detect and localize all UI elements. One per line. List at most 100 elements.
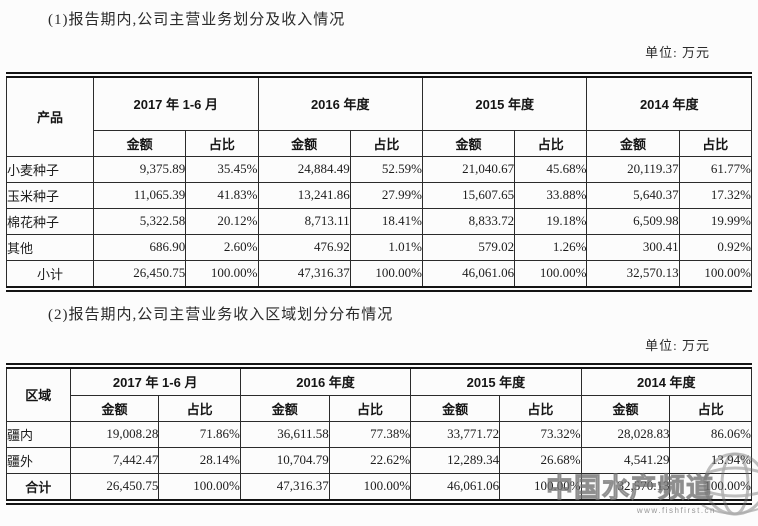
ratio-header: 占比 <box>158 394 241 422</box>
table-total-row: 小计 26,450.75 100.00% 47,316.37 100.00% 4… <box>5 259 753 286</box>
table-cell: 1.01% <box>349 233 423 261</box>
table-cell: 6,509.98 <box>586 207 680 235</box>
table-cell: 5,640.37 <box>586 181 680 209</box>
corner-header: 产品 <box>5 78 95 157</box>
table-cell: 8,833.72 <box>421 207 516 235</box>
table-cell: 19,008.28 <box>69 420 160 448</box>
table-row: 疆内 19,008.28 71.86% 36,611.58 77.38% 33,… <box>6 420 752 448</box>
table-cell: 73.32% <box>499 420 582 448</box>
table-cell: 32,570.13 <box>580 472 671 499</box>
table-cell: 13,241.86 <box>257 181 351 209</box>
amount-header: 金额 <box>93 129 187 157</box>
table-cell: 77.38% <box>328 420 412 448</box>
table-row: 其他 686.90 2.60% 476.92 1.01% 579.02 1.26… <box>5 233 753 261</box>
double-rule <box>6 499 752 505</box>
table-cell: 28.14% <box>158 446 241 474</box>
ratio-header: 占比 <box>669 394 752 422</box>
amount-header: 金额 <box>410 394 501 422</box>
table-cell: 13.94% <box>669 446 752 474</box>
revenue-by-product-table: 产品 2017 年 1-6 月 2016 年度 2015 年度 2014 年度 … <box>5 78 753 286</box>
table-cell: 26,450.75 <box>69 472 160 499</box>
table-cell: 100.00% <box>499 472 582 499</box>
amount-header: 金额 <box>586 129 680 157</box>
row-label: 玉米种子 <box>5 181 95 209</box>
table-cell: 27.99% <box>349 181 423 209</box>
row-label: 疆外 <box>6 446 71 474</box>
table-cell: 47,316.37 <box>239 472 330 499</box>
watermark-url: www.fishfirst.cn <box>636 506 716 515</box>
table-cell: 100.00% <box>158 472 241 499</box>
year-header: 2016 年度 <box>257 78 423 131</box>
ratio-header: 占比 <box>349 129 423 157</box>
ratio-header: 占比 <box>499 394 582 422</box>
year-header: 2015 年度 <box>410 369 582 396</box>
table-cell: 100.00% <box>349 259 423 286</box>
table-cell: 26.68% <box>499 446 582 474</box>
amount-header: 金额 <box>580 394 671 422</box>
table-cell: 100.00% <box>669 472 752 499</box>
year-header: 2014 年度 <box>586 78 752 131</box>
table-cell: 19.99% <box>678 207 753 235</box>
table-cell: 18.41% <box>349 207 423 235</box>
table-cell: 686.90 <box>93 233 187 261</box>
double-rule <box>6 286 752 292</box>
table-cell: 10,704.79 <box>239 446 330 474</box>
table-cell: 11,065.39 <box>93 181 187 209</box>
table-row: 小麦种子 9,375.89 35.45% 24,884.49 52.59% 21… <box>5 155 753 183</box>
year-header: 2016 年度 <box>239 369 412 396</box>
table-cell: 46,061.06 <box>421 259 516 286</box>
table-cell: 2.60% <box>185 233 259 261</box>
table-cell: 52.59% <box>349 155 423 183</box>
table-cell: 24,884.49 <box>257 155 351 183</box>
double-rule <box>6 72 752 78</box>
table-cell: 300.41 <box>586 233 680 261</box>
year-header: 2017 年 1-6 月 <box>93 78 259 131</box>
ratio-header: 占比 <box>185 129 259 157</box>
table-cell: 15,607.65 <box>421 181 516 209</box>
table-header-row: 产品 2017 年 1-6 月 2016 年度 2015 年度 2014 年度 <box>5 78 752 157</box>
document-page: (1)报告期内,公司主营业务划分及收入情况 单位: 万元 产品 2017 年 1… <box>5 12 753 505</box>
section1-title: (1)报告期内,公司主营业务划分及收入情况 <box>48 12 346 28</box>
table-cell: 61.77% <box>678 155 753 183</box>
table-cell: 100.00% <box>514 259 588 286</box>
corner-header: 区域 <box>6 369 71 422</box>
revenue-by-region-table: 区域 2017 年 1-6 月 2016 年度 2015 年度 2014 年度 … <box>6 369 753 499</box>
amount-header: 金额 <box>239 394 330 422</box>
table-cell: 22.62% <box>328 446 412 474</box>
table-row: 棉花种子 5,322.58 20.12% 8,713.11 18.41% 8,8… <box>5 207 753 235</box>
row-label: 合计 <box>6 472 71 499</box>
table-cell: 7,442.47 <box>69 446 160 474</box>
table-cell: 579.02 <box>421 233 516 261</box>
table-cell: 41.83% <box>185 181 259 209</box>
ratio-header: 占比 <box>678 129 753 157</box>
table-cell: 45.68% <box>514 155 588 183</box>
table-cell: 12,289.34 <box>410 446 501 474</box>
amount-header: 金额 <box>69 394 160 422</box>
section2-unit-label: 单位: 万元 <box>645 338 710 353</box>
ratio-header: 占比 <box>514 129 588 157</box>
table-cell: 32,570.13 <box>586 259 680 286</box>
table-cell: 100.00% <box>185 259 259 286</box>
row-label: 小计 <box>5 259 95 286</box>
section1-unit-label: 单位: 万元 <box>645 45 710 60</box>
amount-header: 金额 <box>421 129 516 157</box>
amount-header: 金额 <box>257 129 351 157</box>
table-cell: 47,316.37 <box>257 259 351 286</box>
table-cell: 9,375.89 <box>93 155 187 183</box>
table-subheader-row: 金额 占比 金额 占比 金额 占比 金额 占比 <box>7 394 752 422</box>
double-rule <box>6 363 752 369</box>
year-header: 2014 年度 <box>580 369 753 396</box>
ratio-header: 占比 <box>328 394 412 422</box>
table-cell: 33,771.72 <box>410 420 501 448</box>
year-header: 2017 年 1-6 月 <box>69 369 241 396</box>
table-cell: 46,061.06 <box>410 472 501 499</box>
row-label: 棉花种子 <box>5 207 95 235</box>
table-cell: 8,713.11 <box>257 207 351 235</box>
table-cell: 0.92% <box>678 233 753 261</box>
table-cell: 86.06% <box>669 420 752 448</box>
table-cell: 33.88% <box>514 181 588 209</box>
table-cell: 28,028.83 <box>580 420 671 448</box>
table-cell: 1.26% <box>514 233 588 261</box>
table-total-row: 合计 26,450.75 100.00% 47,316.37 100.00% 4… <box>6 472 752 499</box>
table-cell: 17.32% <box>678 181 753 209</box>
